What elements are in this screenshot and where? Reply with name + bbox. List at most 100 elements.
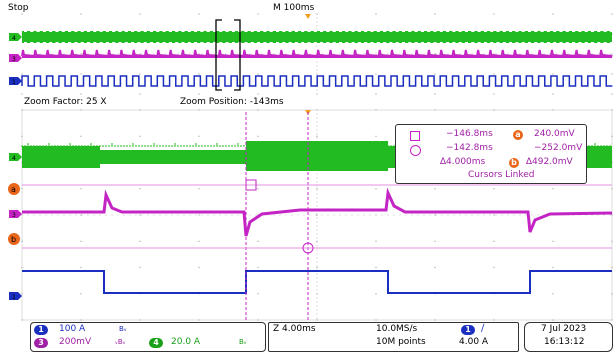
ch4-overview-gap <box>389 42 393 44</box>
ch4-overview-gap <box>521 30 525 32</box>
ch4-overview-gap <box>383 30 387 32</box>
grid-dot <box>257 188 259 190</box>
ch4-overview-gap <box>534 30 538 32</box>
vertical-settings-box[interactable]: 1 100 A Bᵥ 3 200mV ᵥBᵥ 4 20.0 A Bᵥ <box>30 322 266 352</box>
cursor-b-level-marker[interactable]: b <box>8 233 20 245</box>
ch4-overview-gap <box>408 30 412 32</box>
grid-center-dot <box>316 17 318 19</box>
grid-center-dot <box>477 214 479 216</box>
grid-dot <box>139 266 141 269</box>
zoom-ch3-ground-marker[interactable]: 3 <box>9 210 22 219</box>
ch4-overview-gap <box>288 42 292 44</box>
ch4-overview-gap <box>521 42 525 44</box>
ch4-overview-gap <box>143 42 147 44</box>
grid-center-dot <box>519 53 521 55</box>
grid-center-dot <box>279 214 281 216</box>
ch4-overview-gap <box>584 42 588 44</box>
grid-dot <box>198 319 200 321</box>
grid-dot <box>80 293 82 295</box>
grid-center-dot <box>483 53 485 55</box>
zoom-position-label: Zoom Position: -143ms <box>180 97 284 107</box>
ch4-overview-gap <box>370 42 374 44</box>
ch3-badge[interactable]: 3 <box>34 338 48 348</box>
datetime-box: 7 Jul 2023 16:13:12 <box>524 322 613 352</box>
ch4-overview-gap <box>118 30 122 32</box>
grid-dot <box>611 293 613 295</box>
ch4-overview-gap <box>175 30 179 32</box>
grid-dot <box>257 73 259 75</box>
grid-center-dot <box>75 214 77 216</box>
grid-center-dot <box>27 214 29 216</box>
svg-text:3: 3 <box>12 56 16 63</box>
ch1-badge[interactable]: 1 <box>34 325 48 335</box>
zoom-factor-label: Zoom Factor: 25 X <box>24 97 107 107</box>
ch4-ground-marker[interactable]: 4 <box>9 33 22 42</box>
ch4-overview-gap <box>528 30 531 32</box>
trigger-position-marker[interactable] <box>305 14 311 19</box>
grid-dot <box>139 53 141 55</box>
grid-center-dot <box>316 249 318 251</box>
grid-dot <box>434 188 436 190</box>
ch4-overview-gap <box>458 30 462 32</box>
ch4-overview-gap <box>42 30 46 32</box>
cursor-1-square-marker[interactable] <box>245 179 257 191</box>
grid-dot <box>80 240 82 242</box>
grid-center-dot <box>543 53 545 55</box>
trigger-source-badge[interactable]: 1 <box>461 325 475 335</box>
zoom-window-bracket[interactable] <box>215 19 241 91</box>
grid-center-dot <box>177 214 179 216</box>
zoom-ch4-ground-marker[interactable]: 4 <box>9 153 22 162</box>
ch4-overview-gap <box>131 30 135 32</box>
grid-center-dot <box>316 273 318 275</box>
cursor-a-level-marker[interactable]: a <box>8 183 20 195</box>
ch3-ground-marker[interactable]: 3 <box>9 54 22 63</box>
grid-dot <box>198 188 200 190</box>
ch4-overview-gap <box>80 30 84 32</box>
ch4-badge[interactable]: 4 <box>149 338 163 348</box>
grid-center-dot <box>495 214 497 216</box>
grid-center-dot <box>225 214 227 216</box>
grid-center-dot <box>369 214 371 216</box>
grid-center-dot <box>471 53 473 55</box>
grid-center-dot <box>423 53 425 55</box>
grid-dot <box>434 214 436 216</box>
cursor-a-badge: a <box>513 130 523 140</box>
cursor-b-badge: b <box>509 158 519 168</box>
grid-dot <box>611 240 613 242</box>
grid-dot <box>257 13 259 15</box>
ch4-overview-gap <box>87 42 90 44</box>
ch4-overview-gap <box>244 42 248 44</box>
ch4-overview-gap <box>364 42 368 44</box>
ch4-overview-gap <box>534 42 538 44</box>
grid-center-dot <box>316 61 318 63</box>
cursors-linked-label: Cursors Linked <box>468 170 535 180</box>
grid-center-dot <box>27 53 29 55</box>
ch4-overview-gap <box>74 30 78 32</box>
ch4-overview-gap <box>105 30 109 32</box>
grid-center-dot <box>316 241 318 243</box>
ch4-overview-trace <box>22 31 612 43</box>
ch4-overview-gap <box>597 30 601 32</box>
ch1-ground-marker[interactable]: 1 <box>9 77 22 86</box>
ch4-overview-gap <box>294 42 298 44</box>
grid-center-dot <box>93 53 95 55</box>
grid-dot <box>375 135 377 137</box>
grid-center-dot <box>316 309 318 311</box>
ch4-overview-gap <box>402 30 405 32</box>
horizontal-trigger-box[interactable]: Z 4.00ms 10.0MS/s 10M points 1 ∕ 4.00 A <box>268 322 519 352</box>
grid-center-dot <box>597 53 599 55</box>
ch4-overview-gap <box>276 42 279 44</box>
grid-dot <box>198 13 200 15</box>
ch4-overview-gap <box>137 42 141 44</box>
grid-dot <box>316 240 318 242</box>
ch4-overview-gap <box>339 42 342 44</box>
zoom-ch1-ground-marker[interactable]: 1 <box>9 292 22 301</box>
cursor-2-circle-marker[interactable] <box>302 242 314 254</box>
ch4-overview-gap <box>231 30 235 32</box>
ch4-overview-gap <box>143 30 147 32</box>
grid-dot <box>434 319 436 321</box>
grid-center-dot <box>273 53 275 55</box>
ch4-overview-gap <box>99 30 103 32</box>
grid-center-dot <box>105 53 107 55</box>
grid-dot <box>21 13 23 15</box>
